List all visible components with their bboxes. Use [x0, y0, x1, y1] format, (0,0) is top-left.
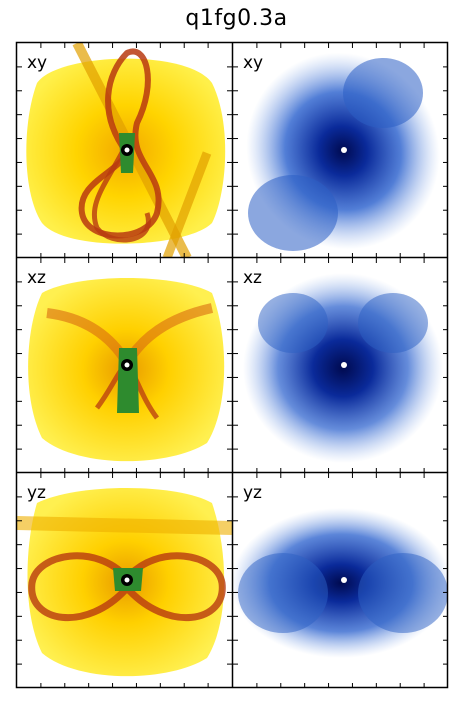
panel-label: xz	[243, 268, 262, 288]
panel-label: xy	[27, 53, 48, 73]
gas-panel-xy: xy	[17, 43, 232, 258]
gas-panel-xz: xz	[17, 258, 232, 473]
stars-map-xz	[243, 273, 443, 463]
panel-label: xz	[27, 268, 46, 288]
panel-label: xy	[243, 53, 264, 73]
gas-map-xz	[28, 278, 225, 462]
stars-panel-yz: yz	[233, 473, 448, 688]
panel-label: yz	[243, 483, 262, 503]
gas-map-yz	[17, 488, 232, 677]
stars-panel-xz: xz	[233, 258, 448, 473]
stars-panel-xy: xy	[233, 43, 448, 258]
gas-panel-yz: yz	[17, 473, 232, 688]
stars-map-xy	[246, 52, 440, 251]
stars-map-yz	[233, 508, 448, 658]
figure-title: q1fg0.3a	[185, 6, 288, 31]
panel-label: yz	[27, 483, 46, 503]
gas-map-xy	[26, 43, 226, 258]
